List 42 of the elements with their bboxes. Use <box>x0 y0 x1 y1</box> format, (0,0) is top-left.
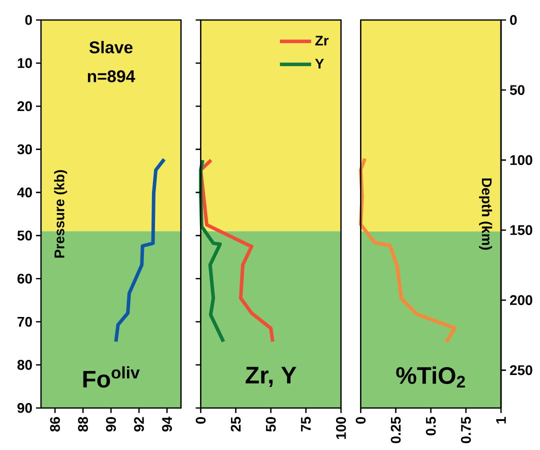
y2-tick-label: 50 <box>510 85 524 95</box>
x-tick-label: 88 <box>78 416 88 432</box>
x-tick-label: 0 <box>196 417 206 424</box>
y2-tick-label: 200 <box>510 295 532 306</box>
y-tick-label: 40 <box>17 187 32 198</box>
y2-tick-label: 100 <box>510 155 532 166</box>
x-axis-title: %TiO$_{2}$ <box>396 366 465 388</box>
y-tick-label: 20 <box>17 101 32 112</box>
annotation: Slave <box>89 40 133 54</box>
y-tick-label: 10 <box>18 58 32 68</box>
legend-label: Y <box>315 58 324 68</box>
y-tick-label: 50 <box>17 230 32 240</box>
y2-tick-label: 250 <box>510 365 532 376</box>
x-tick-label: 0.25 <box>390 416 401 444</box>
x-tick-label: 0.5 <box>426 416 436 436</box>
x-tick-label: 90 <box>106 417 116 432</box>
x-tick-label: 25 <box>230 416 241 432</box>
y-tick-label: 60 <box>17 274 32 284</box>
line-series <box>114 157 166 344</box>
y2-tick-label: 0 <box>510 15 517 25</box>
legend-label: Zr <box>315 36 329 46</box>
x-axis-title: Zr, Y <box>246 366 296 388</box>
y-tick-label: 70 <box>18 316 32 327</box>
x-tick-label: 94 <box>162 416 172 432</box>
annotation: n=894 <box>88 70 136 82</box>
y2-tick-label: 150 <box>510 225 532 236</box>
x-tick-label: 86 <box>50 417 60 432</box>
y2-axis-title: Depth (km) <box>479 178 492 250</box>
y-tick-label: 0 <box>25 15 32 25</box>
y-axis-title: Pressure (kb) <box>54 170 68 258</box>
x-tick-label: 75 <box>301 416 311 432</box>
x-tick-label: 0.75 <box>460 416 471 444</box>
x-tick-label: 1 <box>496 416 506 424</box>
x-tick-label: 50 <box>266 417 276 432</box>
y-tick-label: 90 <box>17 403 32 413</box>
y-tick-label: 80 <box>17 360 32 370</box>
x-tick-label: 0 <box>356 417 366 424</box>
x-tick-label: 100 <box>336 417 346 439</box>
x-axis-title: Fo$^{oliv}$ <box>83 366 140 388</box>
x-tick-label: 92 <box>134 417 144 432</box>
line-series <box>358 156 456 344</box>
y-tick-label: 30 <box>17 144 32 154</box>
